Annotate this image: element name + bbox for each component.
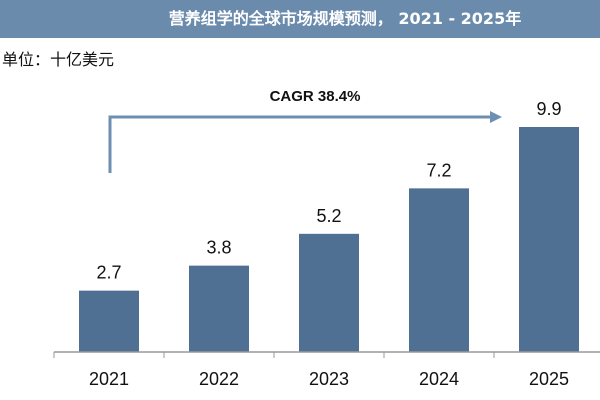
x-tick-label: 2025 [529, 369, 569, 389]
chart-title: 营养组学的全球市场规模预测， 2021 - 2025年 [0, 0, 600, 38]
cagr-annotation: CAGR 38.4% [270, 88, 361, 105]
bar-2024 [409, 188, 469, 352]
value-label: 5.2 [316, 206, 341, 226]
value-label: 2.7 [96, 263, 121, 283]
cagr-arrowhead [490, 111, 502, 123]
x-tick-label: 2021 [89, 369, 129, 389]
bar-2021 [79, 290, 139, 352]
value-label: 7.2 [426, 160, 451, 180]
bar-2025 [519, 127, 579, 352]
bar-2022 [189, 265, 249, 352]
x-tick-label: 2024 [419, 369, 459, 389]
bar-2023 [299, 233, 359, 352]
x-tick-label: 2022 [199, 369, 239, 389]
x-tick-label: 2023 [309, 369, 349, 389]
unit-label: 单位：十亿美元 [2, 50, 115, 69]
value-label: 9.9 [536, 99, 561, 119]
value-label: 3.8 [206, 238, 231, 258]
cagr-arrow [108, 115, 492, 173]
